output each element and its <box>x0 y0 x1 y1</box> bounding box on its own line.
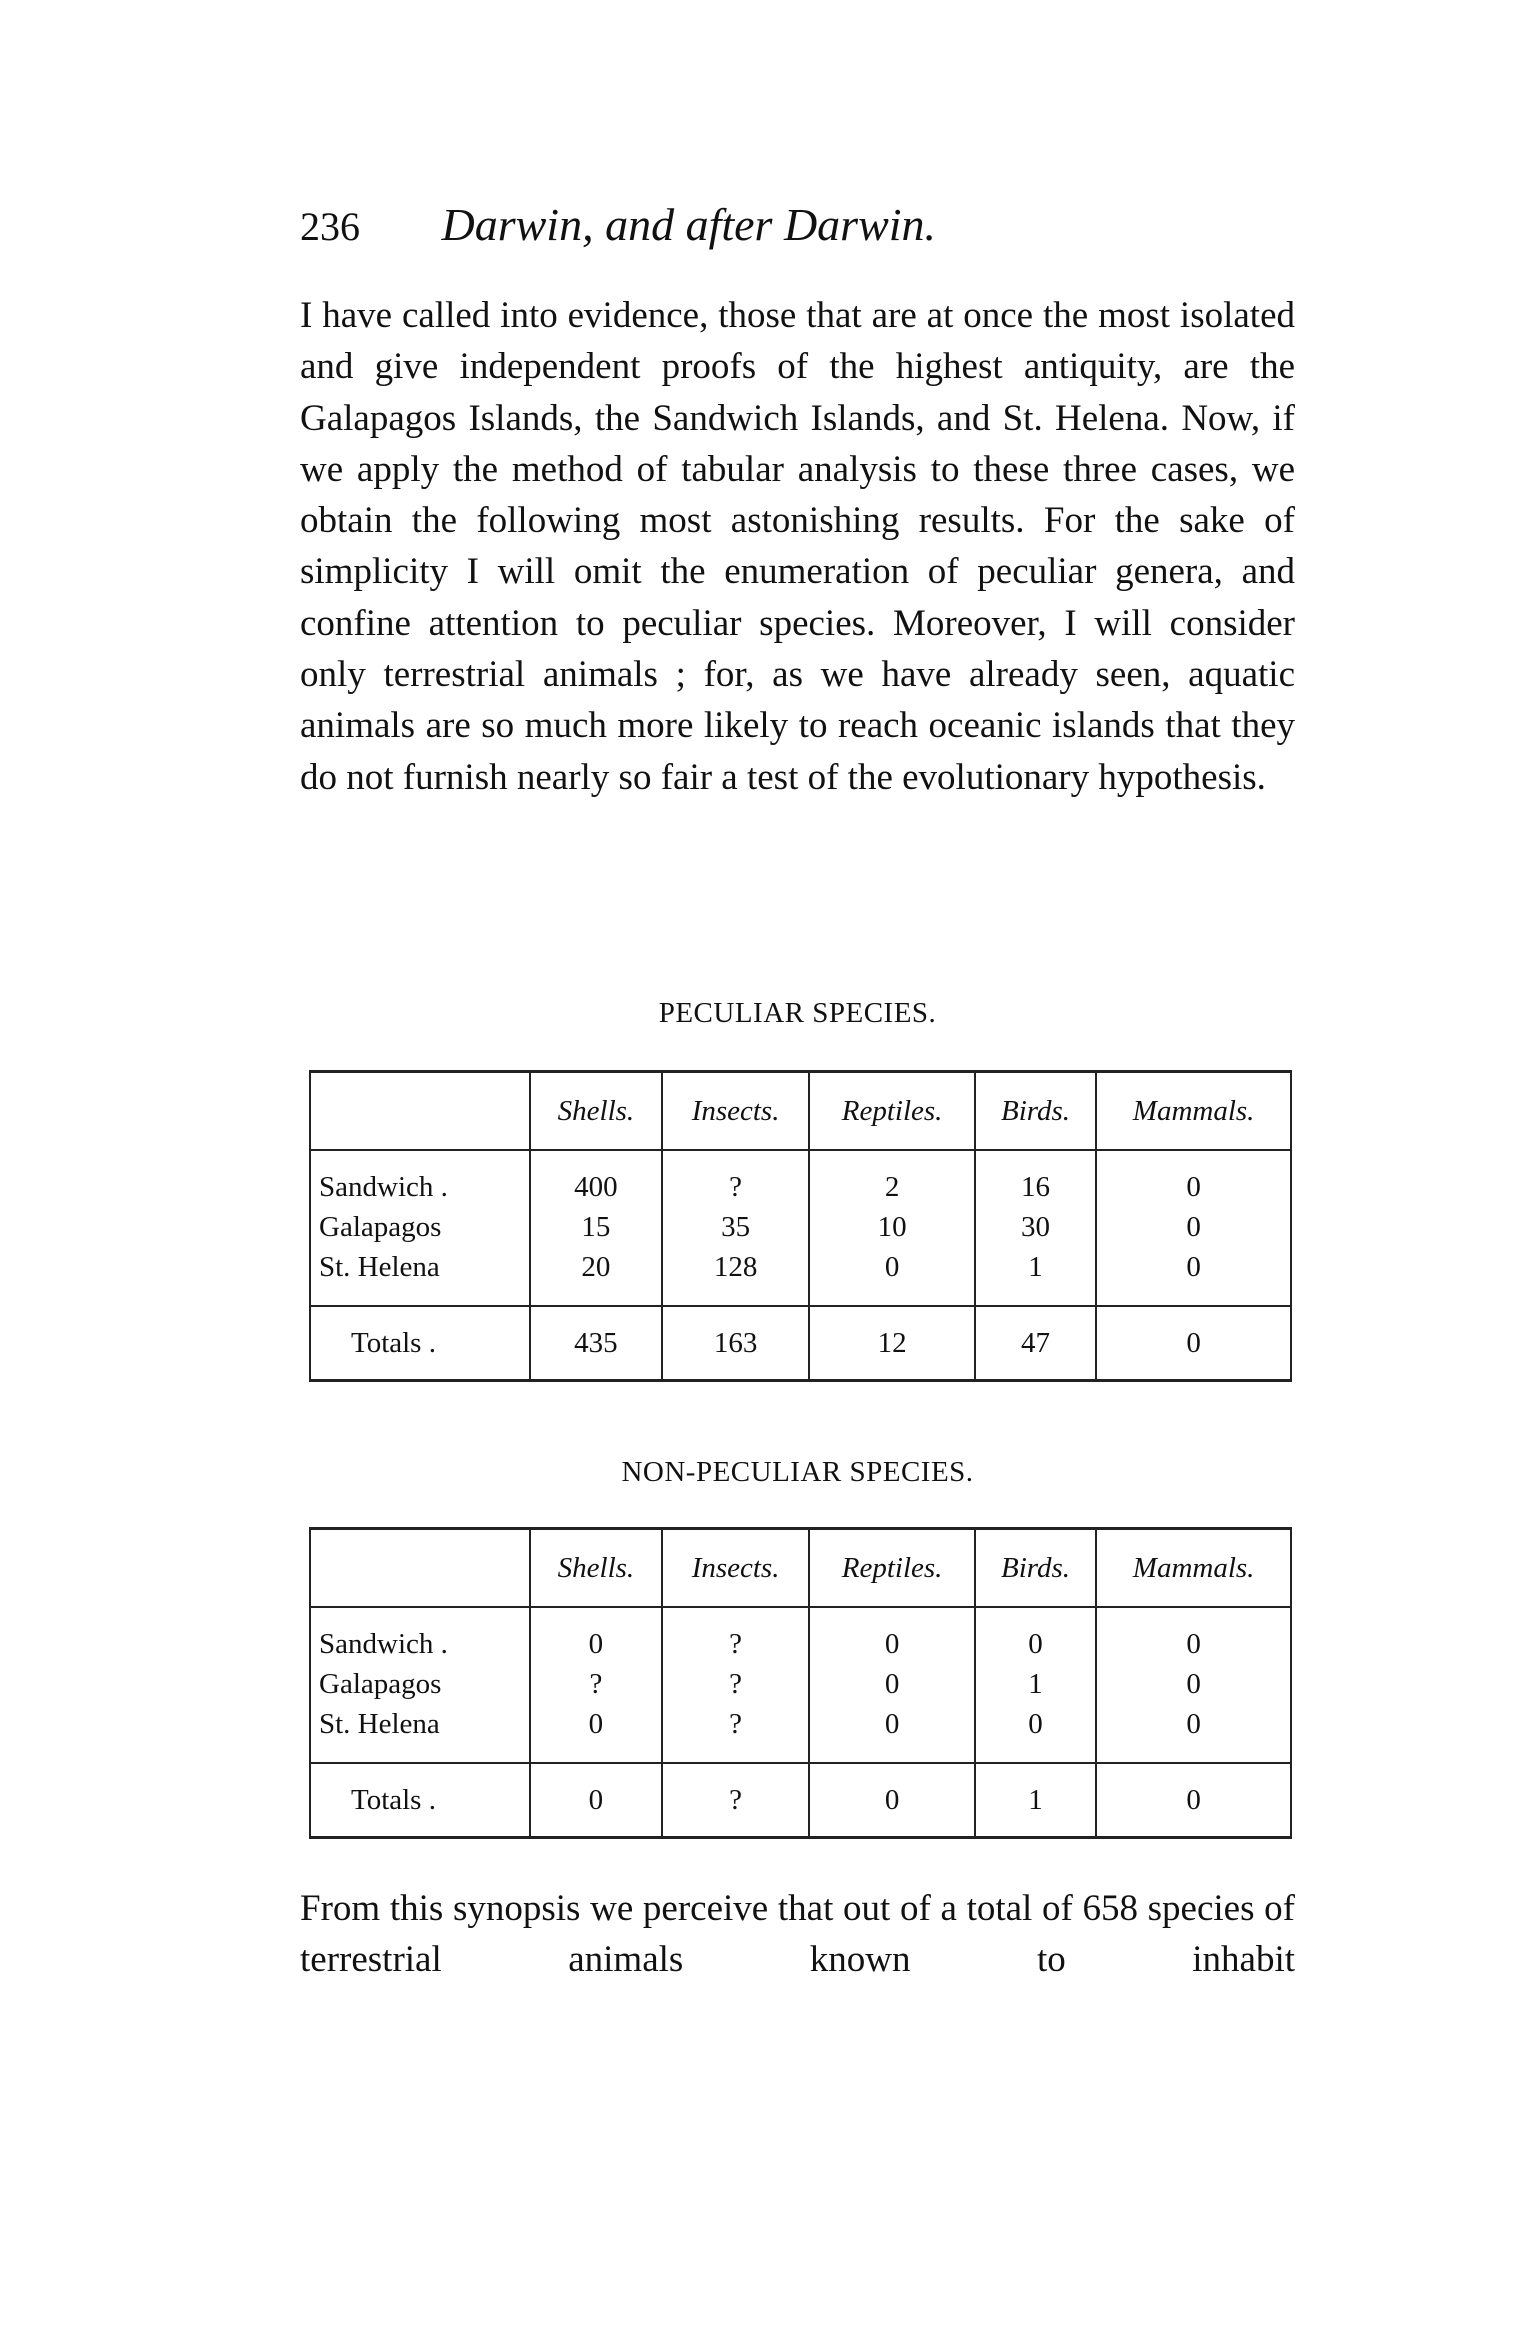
table-cell: 0 <box>1095 1664 1292 1704</box>
table-row: St. Helena 20 128 0 1 0 <box>309 1247 1292 1307</box>
running-title: Darwin, and after Darwin. <box>441 199 937 250</box>
column-header: Birds. <box>973 1528 1097 1608</box>
table-cell: 2 <box>808 1150 975 1207</box>
table-row: St. Helena 0? 0 0 0 <box>309 1704 1292 1764</box>
table-cell: 0 <box>973 1607 1097 1664</box>
total-cell: 47 <box>973 1306 1097 1381</box>
table-cell: 15 <box>529 1207 662 1247</box>
table-cell: 400 <box>529 1150 662 1207</box>
total-cell: 12 <box>808 1306 975 1381</box>
row-label: Sandwich . <box>309 1607 530 1664</box>
table-row: Sandwich . 0? 0 0 0 <box>309 1607 1292 1664</box>
column-header: Shells. <box>529 1528 662 1608</box>
table-cell: 128 <box>660 1247 810 1307</box>
column-header: Mammals. <box>1095 1071 1292 1151</box>
table-cell: 10 <box>808 1207 975 1247</box>
table-cell: 0 <box>808 1607 975 1664</box>
table-caption: NON-PECULIAR SPECIES. <box>621 1456 974 1488</box>
column-header: Mammals. <box>1095 1528 1292 1608</box>
table-row: Galapagos 15 35 10 30 0 <box>309 1207 1292 1247</box>
header-blank <box>309 1528 530 1608</box>
total-cell: 0 <box>1095 1306 1292 1381</box>
table-cell: 0 <box>1095 1607 1292 1664</box>
table-cell: 1 <box>973 1247 1097 1307</box>
total-cell: 0 <box>529 1763 662 1838</box>
row-label: Galapagos <box>309 1207 530 1247</box>
row-label: Galapagos <box>309 1664 530 1704</box>
peculiar-species-table: Shells. Insects. Reptiles. Birds. Mammals. Sa… <box>309 1070 1292 1382</box>
column-header: Reptiles. <box>808 1528 975 1608</box>
table-cell: ? <box>660 1664 810 1704</box>
table-cell: ? <box>660 1150 810 1207</box>
table-row: Galapagos?? 0 1 0 <box>309 1664 1292 1704</box>
table-cell: 0 <box>808 1704 975 1764</box>
table-cell: ? <box>660 1704 810 1764</box>
body-paragraph: I have called into evidence, those that … <box>300 295 1295 798</box>
table-cell: 0 <box>808 1247 975 1307</box>
column-header: Birds. <box>973 1071 1097 1151</box>
row-label: Totals . <box>309 1306 530 1381</box>
running-header: 236 Darwin, and after Darwin. <box>300 198 936 251</box>
row-label: St. Helena <box>309 1247 530 1307</box>
table-cell: 16 <box>973 1150 1097 1207</box>
totals-row: Totals . 435 163 12 47 0 <box>309 1306 1292 1381</box>
table-cell: 30 <box>973 1207 1097 1247</box>
total-cell: 0 <box>808 1763 975 1838</box>
column-header: Shells. <box>529 1071 662 1151</box>
table-cell: 0 <box>808 1664 975 1704</box>
header-blank <box>309 1071 530 1151</box>
total-cell: ? <box>660 1763 810 1838</box>
table-cell: 1 <box>973 1664 1097 1704</box>
table-cell: 0 <box>529 1607 662 1664</box>
column-header: Insects. <box>660 1528 810 1608</box>
column-header: Insects. <box>660 1071 810 1151</box>
column-header: Reptiles. <box>808 1071 975 1151</box>
table-cell: 0 <box>1095 1704 1292 1764</box>
non-peculiar-species-table: Shells. Insects. Reptiles. Birds. Mammals. Sa… <box>309 1527 1292 1839</box>
table-cell: 35 <box>660 1207 810 1247</box>
table-row: Sandwich . 400? 2 16 0 <box>309 1150 1292 1207</box>
page-number: 236 <box>300 204 360 249</box>
table-cell: 0 <box>1095 1247 1292 1307</box>
table-cell: ? <box>529 1664 662 1704</box>
table-cell: 20 <box>529 1247 662 1307</box>
row-label: St. Helena <box>309 1704 530 1764</box>
body-paragraph: From this synopsis we perceive that out … <box>300 1888 1295 1981</box>
totals-row: Totals . 0? 0 1 0 <box>309 1763 1292 1838</box>
total-cell: 163 <box>660 1306 810 1381</box>
table-cell: 0 <box>1095 1150 1292 1207</box>
table-caption: PECULIAR SPECIES. <box>658 997 937 1029</box>
table-cell: 0 <box>529 1704 662 1764</box>
table-cell: 0 <box>1095 1207 1292 1247</box>
total-cell: 0 <box>1095 1763 1292 1838</box>
row-label: Totals . <box>309 1763 530 1838</box>
total-cell: 435 <box>529 1306 662 1381</box>
row-label: Sandwich . <box>309 1150 530 1207</box>
table-cell: ? <box>660 1607 810 1664</box>
total-cell: 1 <box>973 1763 1097 1838</box>
table-cell: 0 <box>973 1704 1097 1764</box>
